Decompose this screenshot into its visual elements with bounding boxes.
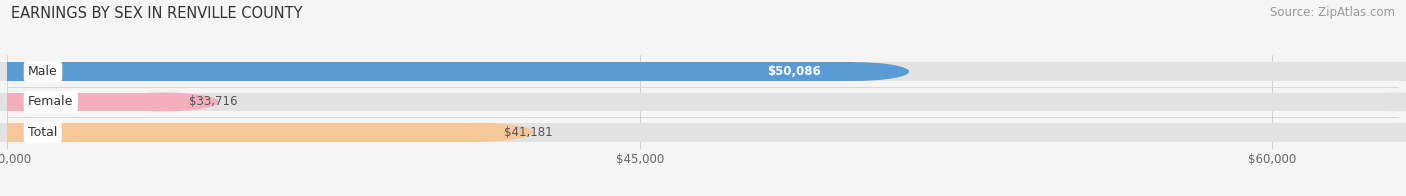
Bar [0,123,478,142]
Bar [0,123,1406,142]
Bar [0,62,855,81]
Text: $50,086: $50,086 [766,65,821,78]
Text: Male: Male [28,65,58,78]
Bar [0,93,163,111]
Ellipse shape [1344,123,1406,142]
Bar [0,62,1406,81]
Text: EARNINGS BY SEX IN RENVILLE COUNTY: EARNINGS BY SEX IN RENVILLE COUNTY [11,6,302,21]
Text: Female: Female [28,95,73,108]
Bar [0,93,1406,111]
Ellipse shape [1344,93,1406,111]
Text: $33,716: $33,716 [188,95,238,108]
Text: $41,181: $41,181 [503,126,553,139]
Text: Source: ZipAtlas.com: Source: ZipAtlas.com [1270,6,1395,19]
Ellipse shape [108,93,218,111]
Ellipse shape [1344,62,1406,81]
Ellipse shape [423,123,533,142]
Text: Total: Total [28,126,58,139]
Ellipse shape [800,62,910,81]
